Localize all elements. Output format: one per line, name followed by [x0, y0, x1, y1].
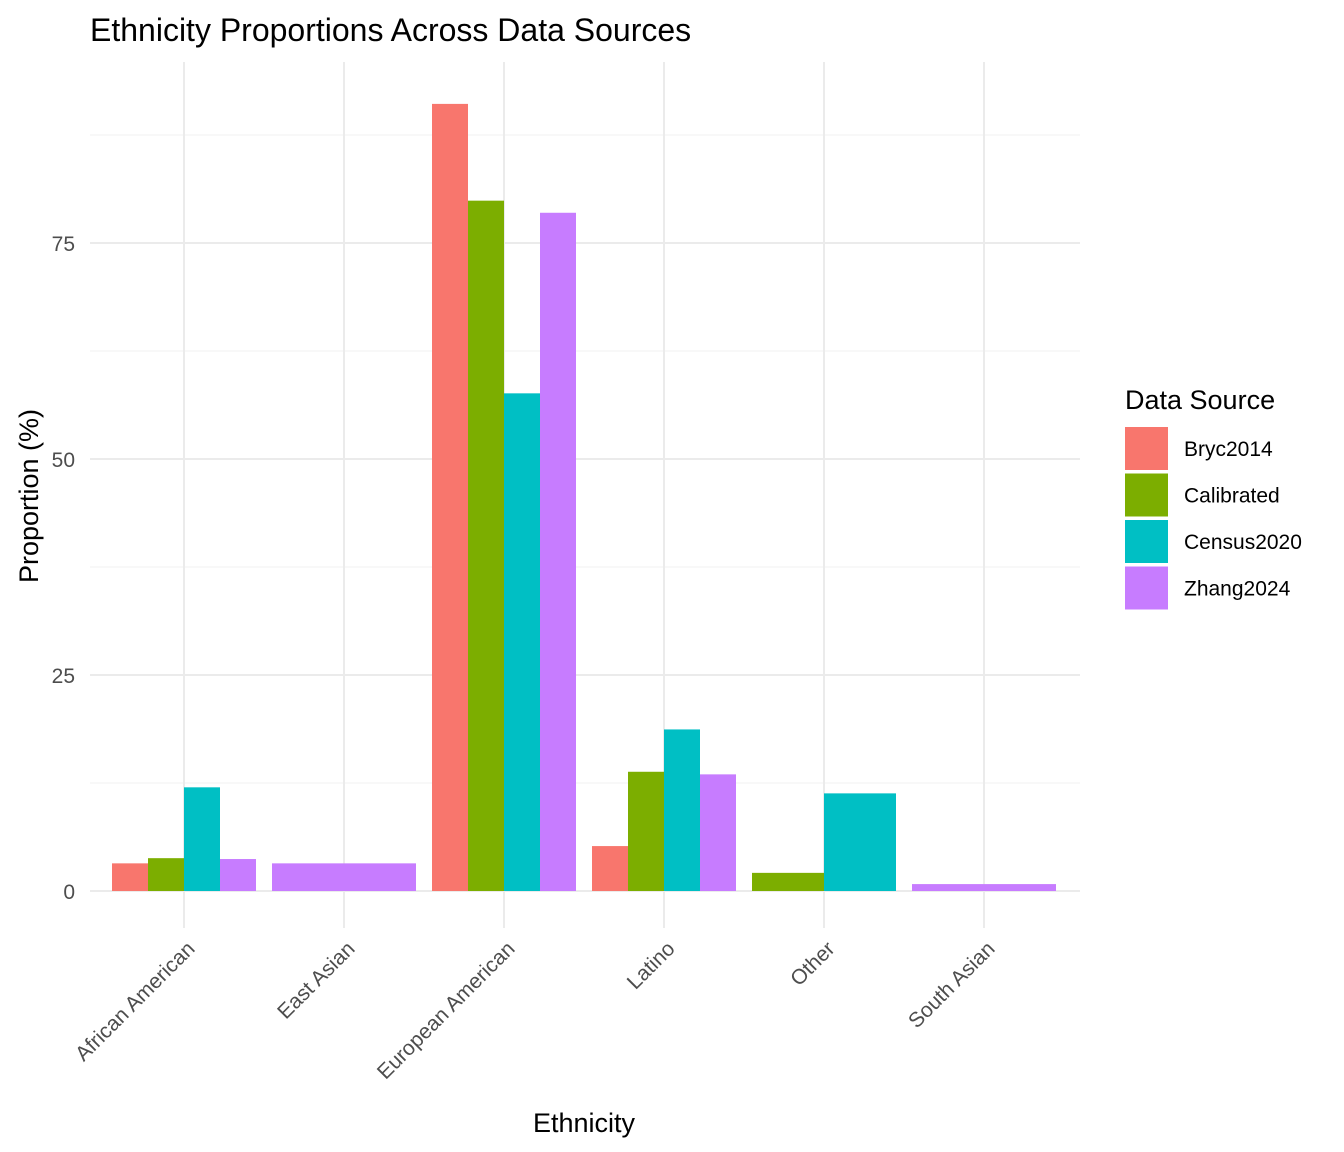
legend-title: Data Source: [1125, 385, 1275, 415]
x-tick-label: South Asian: [904, 937, 1000, 1033]
x-tick-label: Other: [786, 937, 839, 990]
y-tick-label: 75: [52, 233, 75, 256]
bar: [184, 787, 220, 891]
x-axis-ticks: African American East Asian European Ameri…: [71, 937, 1000, 1084]
y-axis-title: Proportion (%): [14, 409, 44, 583]
legend-key: [1125, 427, 1168, 470]
legend-label: Census2020: [1184, 531, 1302, 554]
legend: Data Source Bryc2014 Calibrated Census2020…: [1125, 385, 1302, 610]
legend-key: [1125, 566, 1168, 610]
legend-label: Bryc2014: [1184, 438, 1273, 461]
bar: [220, 859, 256, 891]
gridlines: [90, 62, 1080, 928]
y-axis-ticks: 0 25 50 75: [52, 233, 75, 904]
bar: [912, 884, 1056, 891]
bar: [628, 771, 664, 891]
bar: [504, 393, 540, 891]
chart-title: Ethnicity Proportions Across Data Source…: [90, 12, 691, 48]
bar: [540, 212, 576, 891]
y-tick-label: 0: [63, 881, 75, 904]
bar: [272, 863, 416, 891]
bar: [700, 774, 736, 891]
legend-label: Calibrated: [1184, 485, 1280, 508]
x-tick-label: African American: [71, 937, 200, 1066]
bar: [148, 858, 184, 891]
legend-key: [1125, 520, 1168, 563]
legend-label: Zhang2024: [1184, 578, 1291, 601]
bar: [664, 729, 700, 891]
bar: [432, 103, 468, 891]
x-tick-label: European American: [373, 937, 520, 1084]
bar: [592, 846, 628, 891]
legend-key: [1125, 473, 1168, 517]
bar: [112, 863, 148, 891]
bars: [112, 103, 1056, 891]
bar: [752, 872, 824, 891]
x-tick-label: Latino: [623, 937, 680, 994]
x-tick-label: East Asian: [273, 937, 359, 1023]
y-tick-label: 50: [52, 449, 75, 472]
bar: [468, 200, 504, 891]
bar: [824, 793, 896, 891]
y-tick-label: 25: [52, 665, 75, 688]
x-axis-title: Ethnicity: [533, 1108, 636, 1138]
